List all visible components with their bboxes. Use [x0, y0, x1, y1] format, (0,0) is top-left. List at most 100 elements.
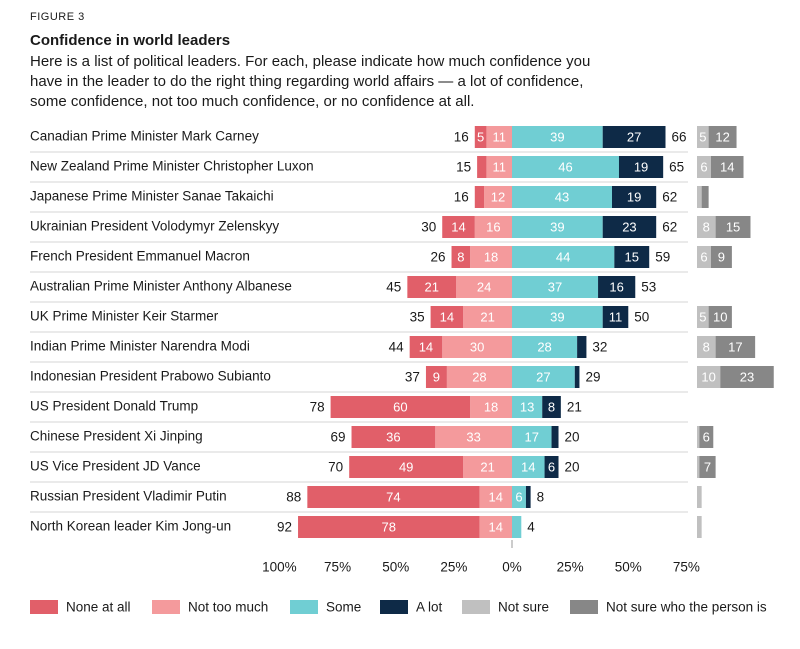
value-label: 12: [715, 129, 729, 144]
bar-segment: [697, 156, 711, 178]
value-label: 6: [515, 489, 522, 504]
value-label: 27: [627, 129, 641, 144]
chart-title: Confidence in world leaders: [30, 32, 230, 49]
bar-segment: [612, 186, 657, 208]
value-label: 60: [393, 399, 407, 414]
value-label: 17: [525, 429, 539, 444]
bar-segment: [699, 456, 716, 478]
value-label: 18: [484, 399, 498, 414]
row-label: French President Emmanuel Macron: [30, 249, 250, 264]
row-label: UK Prime Minister Keir Starmer: [30, 309, 219, 324]
bar-segment: [409, 336, 443, 358]
bar-segment: [470, 246, 512, 268]
value-label: 43: [555, 189, 569, 204]
positive-total: 53: [641, 280, 656, 295]
x-tick-label: 75%: [673, 560, 700, 575]
value-label: 10: [701, 369, 715, 384]
value-label: 11: [492, 159, 506, 174]
bar-segment: [602, 306, 629, 328]
value-label: 23: [622, 219, 636, 234]
bar-segment: [708, 126, 737, 148]
negative-total: 45: [386, 280, 401, 295]
bar-segment: [512, 456, 545, 478]
value-label: 11: [492, 129, 506, 144]
value-label: 36: [386, 429, 400, 444]
value-label: 5: [699, 129, 706, 144]
bar-segment: [512, 246, 615, 268]
subtitle: have in the leader to do the right thing…: [30, 73, 583, 90]
row-label: North Korean leader Kim Jong-un: [30, 519, 231, 534]
bar-segment: [701, 186, 709, 208]
bar-segment: [598, 276, 636, 298]
bar-segment: [512, 186, 613, 208]
positive-total: 4: [527, 520, 535, 535]
bar-segment: [463, 306, 512, 328]
bar-segment: [512, 396, 543, 418]
bar-segment: [425, 366, 447, 388]
bar-segment: [697, 516, 702, 538]
positive-total: 59: [655, 250, 670, 265]
positive-total: 62: [662, 220, 677, 235]
bar-segment: [435, 426, 512, 448]
value-label: 33: [466, 429, 480, 444]
bar-segment: [542, 396, 561, 418]
bar-segment: [463, 456, 512, 478]
bar-segment: [512, 336, 578, 358]
value-label: 74: [386, 489, 400, 504]
value-label: 39: [550, 219, 564, 234]
value-label: 21: [425, 279, 439, 294]
negative-total: 26: [431, 250, 446, 265]
legend-swatch: [380, 600, 408, 614]
value-label: 28: [472, 369, 486, 384]
bar-segment: [710, 156, 744, 178]
legend-swatch: [30, 600, 58, 614]
negative-total: 35: [410, 310, 425, 325]
bar-segment: [512, 366, 575, 388]
bar-segment: [697, 186, 702, 208]
bar-segment: [474, 216, 512, 238]
value-label: 39: [550, 129, 564, 144]
bar-segment: [715, 336, 756, 358]
bar-segment: [479, 516, 512, 538]
bar-segment: [512, 216, 603, 238]
value-label: 30: [470, 339, 484, 354]
bar-segment: [577, 336, 587, 358]
value-label: 10: [713, 309, 727, 324]
subtitle: Here is a list of political leaders. For…: [30, 53, 590, 70]
bar-segment: [486, 156, 512, 178]
bar-segment: [708, 306, 732, 328]
bar-segment: [474, 186, 485, 208]
value-label: 18: [484, 249, 498, 264]
positive-total: 8: [537, 490, 545, 505]
bar-segment: [479, 486, 512, 508]
value-label: 23: [740, 369, 754, 384]
value-label: 14: [488, 489, 502, 504]
bar-segment: [470, 396, 512, 418]
bar-segment: [512, 426, 552, 448]
bar-segment: [512, 126, 603, 148]
negative-total: 69: [330, 430, 345, 445]
subtitle: some confidence, not too much confidence…: [30, 93, 474, 110]
negative-total: 16: [454, 130, 469, 145]
value-label: 6: [700, 159, 707, 174]
value-label: 17: [728, 339, 742, 354]
bar-segment: [446, 366, 512, 388]
value-label: 7: [704, 459, 711, 474]
value-label: 14: [488, 519, 502, 534]
bar-segment: [474, 126, 487, 148]
value-label: 19: [627, 189, 641, 204]
bar-segment: [618, 156, 664, 178]
row-label: Russian President Vladimir Putin: [30, 489, 227, 504]
value-label: 49: [399, 459, 413, 474]
negative-total: 16: [454, 190, 469, 205]
bar-segment: [512, 306, 603, 328]
bar-segment: [720, 366, 774, 388]
value-label: 16: [609, 279, 623, 294]
positive-total: 62: [662, 190, 677, 205]
value-label: 19: [634, 159, 648, 174]
row-label: Ukrainian President Volodymyr Zelenskyy: [30, 219, 279, 234]
value-label: 9: [433, 369, 440, 384]
x-tick-label: 25%: [440, 560, 467, 575]
x-tick-label: 0%: [502, 560, 522, 575]
row-label: Canadian Prime Minister Mark Carney: [30, 129, 259, 144]
